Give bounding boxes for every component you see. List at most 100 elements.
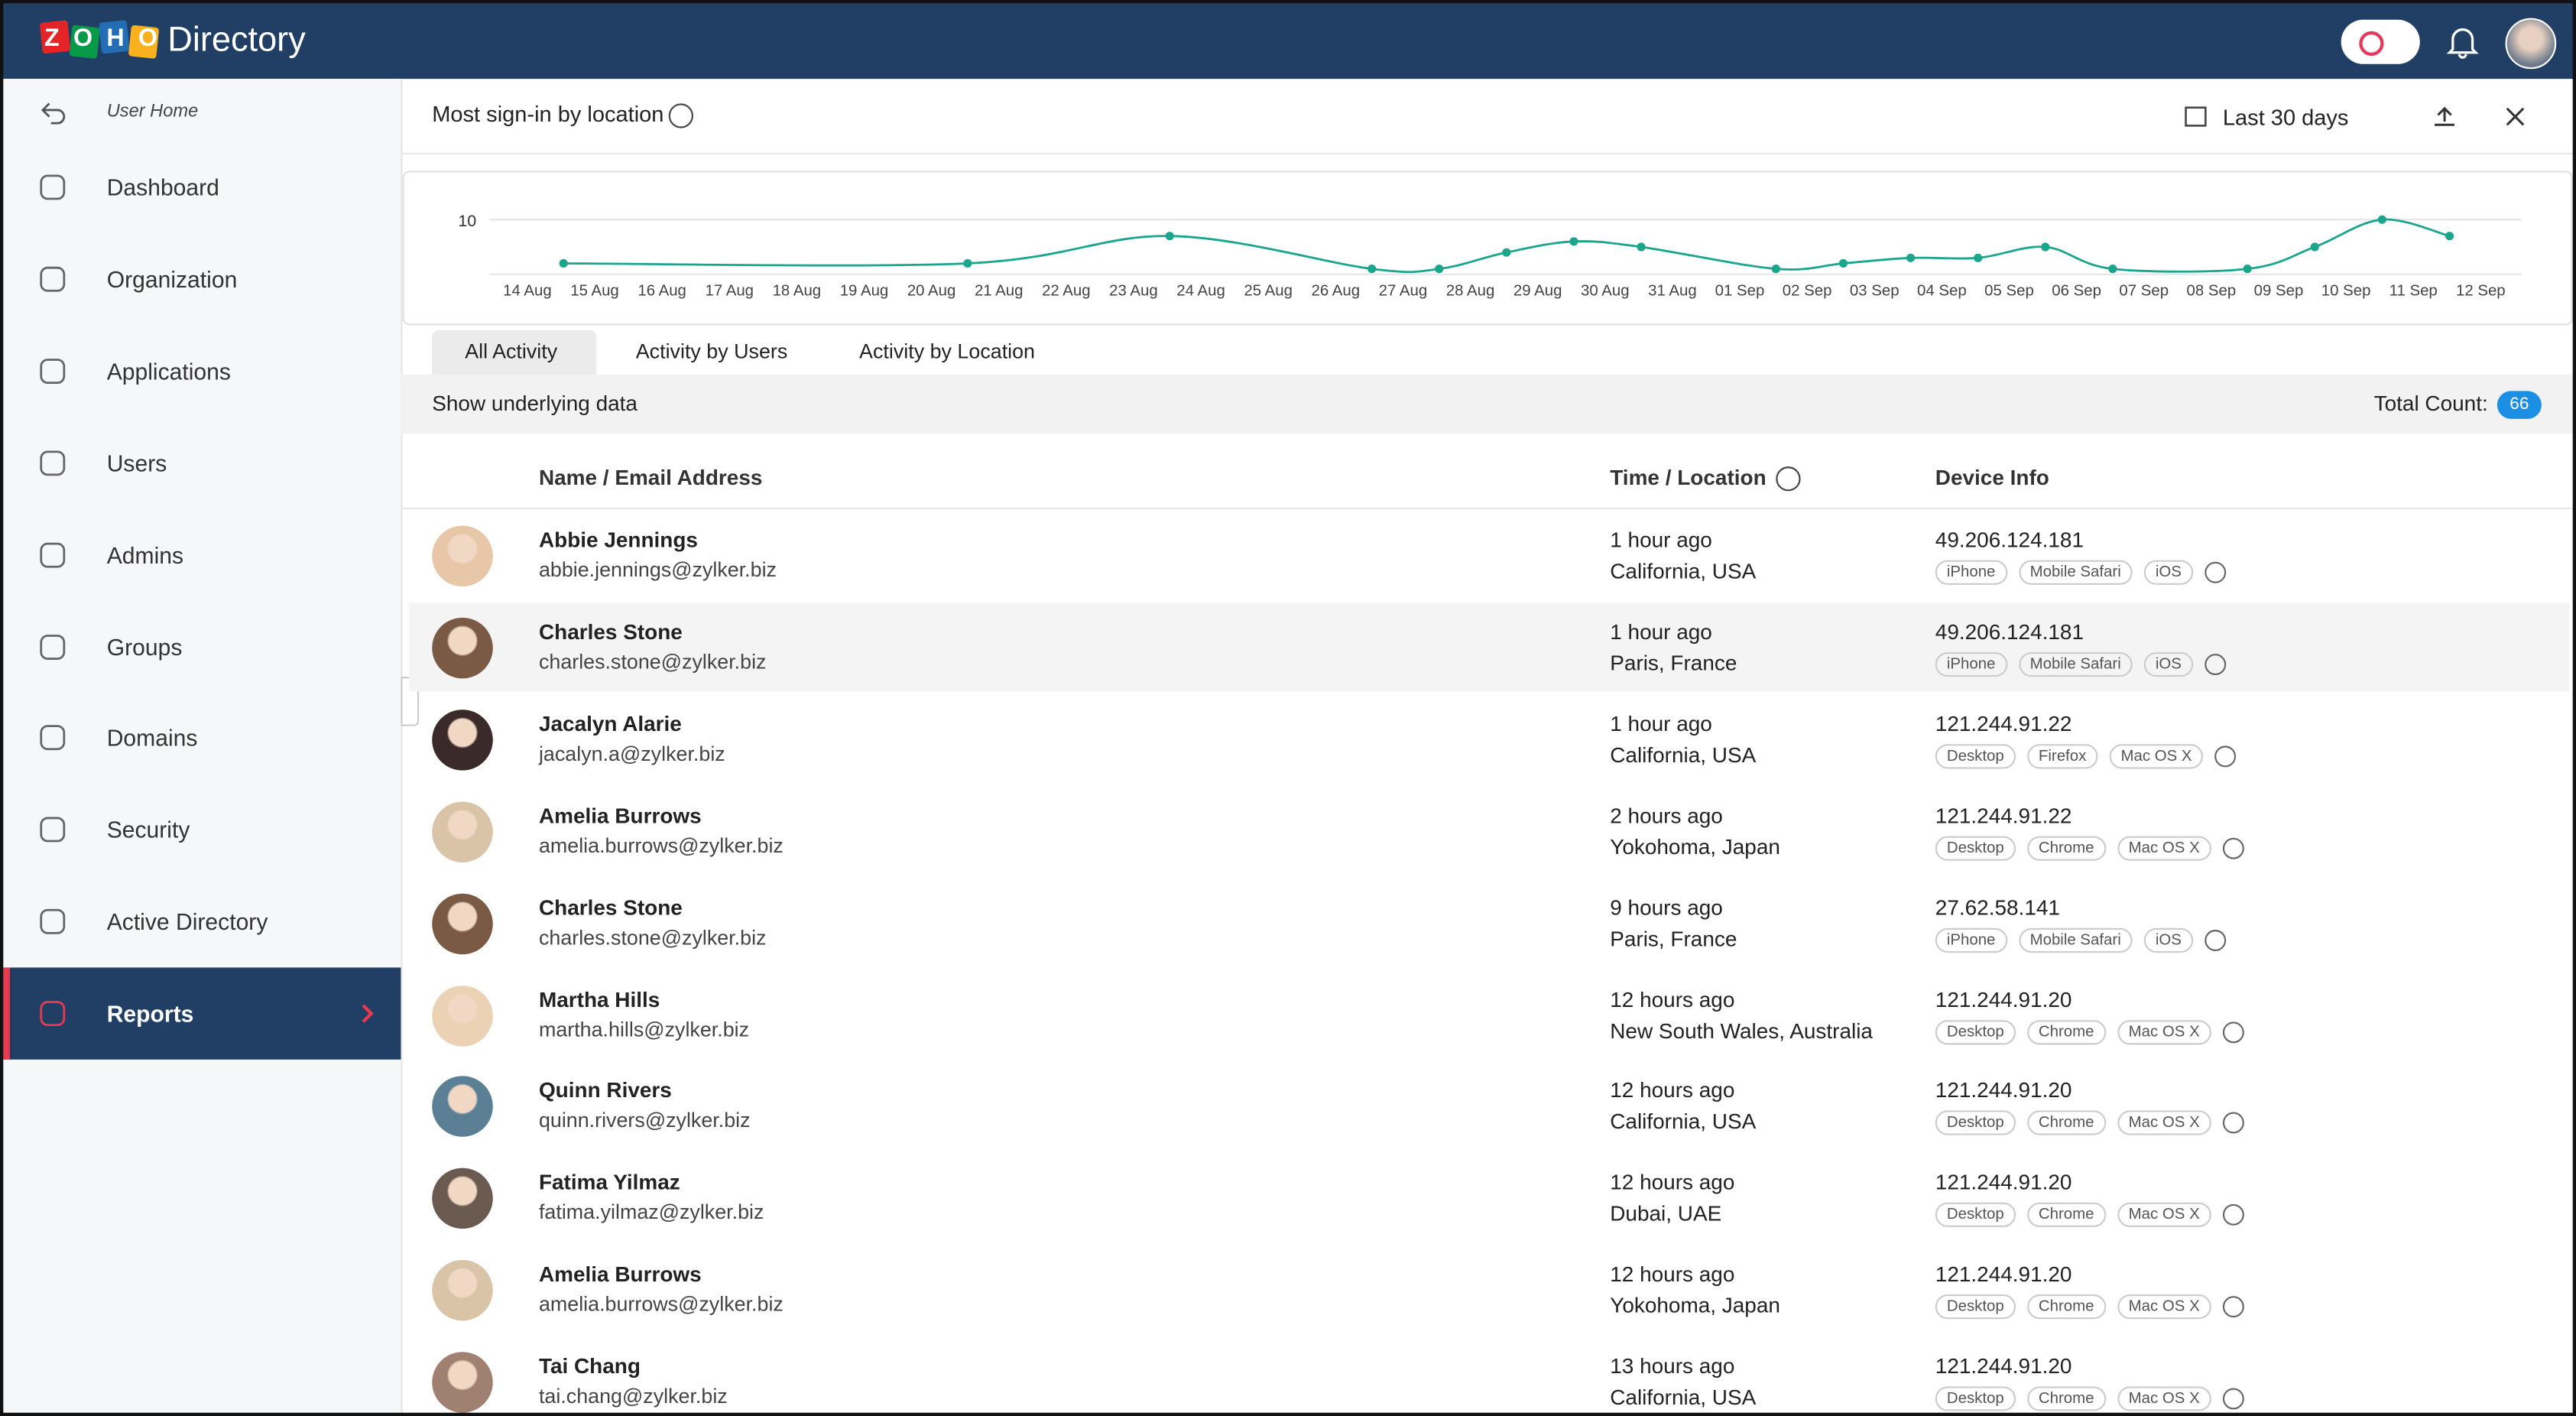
nav-item[interactable]: Applications [106,357,231,385]
tags: iPhone Mobile Safari iOS [1935,651,2226,677]
user-email: charles.stone@zylker.biz [538,650,767,674]
point [1435,265,1444,274]
user-name[interactable]: Fatima Yilmaz [538,1170,680,1195]
calendar-icon [2185,106,2207,127]
chart: 10 14 Aug 15 Aug 16 Aug 17 Aug 18 Aug 19 Aug 20… [458,212,2522,300]
point [1771,265,1780,274]
date-range[interactable]: Last 30 days [2222,105,2349,130]
user-name[interactable]: Charles Stone [538,895,683,920]
tags: Desktop Chrome Mac OS X [1935,1386,2244,1411]
column-header: Device Info [1935,465,2049,490]
x-tick-label: 31 Aug [1648,283,1697,300]
x-tick-label: 05 Sep [1984,283,2034,300]
header-divider [401,507,2576,510]
icon-shape [40,450,66,476]
help-icon[interactable] [2222,1021,2244,1043]
bell-icon [2446,28,2479,59]
summary-bar [401,374,2576,434]
tab[interactable]: Activity by Location [859,339,1036,363]
x-tick-label: 06 Sep [2052,283,2101,300]
icon-shape [40,909,66,935]
icon-shape [40,358,66,384]
help-icon[interactable] [2222,1296,2244,1318]
nav-icon [40,541,66,567]
user-email: abbie.jennings@zylker.biz [538,558,777,582]
sidebar [0,79,403,1416]
nav-item[interactable]: Security [106,817,190,843]
nav-icon [40,266,66,292]
user-name[interactable]: Abbie Jennings [538,527,698,552]
avatar [432,801,493,862]
location: California, USA [1610,1109,1757,1135]
help-icon[interactable] [2222,1204,2244,1226]
logo: ZOHO [44,24,172,53]
point [559,258,568,268]
x-tick-label: 15 Aug [570,283,619,300]
ip: 121.244.91.22 [1935,710,2072,736]
help-icon[interactable] [2222,1112,2244,1135]
back-icon [41,102,66,125]
x-tick-label: 27 Aug [1379,283,1428,300]
user-name[interactable]: Jacalyn Alarie [538,710,682,736]
point [2243,265,2252,274]
nav-item[interactable]: Groups [106,633,183,660]
icon-shape [40,1001,66,1027]
help-icon[interactable] [2205,561,2226,583]
avatar [432,1260,493,1321]
avatar [432,709,493,771]
row-highlight [409,602,2570,692]
help-icon[interactable] [2205,929,2226,951]
nav-item[interactable]: Dashboard [106,174,219,201]
device-tag: Desktop [1935,1386,2016,1411]
ip: 121.244.91.20 [1935,986,2072,1012]
location: California, USA [1610,742,1757,767]
user-name[interactable]: Amelia Burrows [538,1262,702,1287]
nav-item[interactable]: Organization [106,265,238,293]
point [1367,265,1377,274]
user-name[interactable]: Martha Hills [538,986,660,1012]
time: 2 hours ago [1610,802,1723,828]
device-tag: iOS [2143,560,2193,585]
user-home-link[interactable]: User Home [106,102,199,122]
nav-chevron [362,1004,374,1024]
help-icon[interactable] [2222,1388,2244,1410]
device-tag: iOS [2143,651,2193,677]
summary-label[interactable]: Show underlying data [432,391,638,416]
nav-item[interactable]: Users [106,450,167,476]
point [1165,232,1174,241]
product-name: Directory [167,21,306,60]
device-tag: Desktop [1935,743,2016,769]
nav-icon [40,726,66,751]
user-name[interactable]: Quinn Rivers [538,1078,672,1103]
nav-item[interactable]: Admins [106,541,184,568]
help-icon[interactable] [2205,653,2226,675]
tags: Desktop Chrome Mac OS X [1935,1111,2244,1136]
tab[interactable]: Activity by Users [635,339,788,363]
user-name[interactable]: Tai Chang [538,1353,641,1379]
x-tick-label: 29 Aug [1513,283,1562,300]
profile-avatar[interactable] [2505,18,2557,70]
nav-item[interactable]: Active Directory [106,908,268,935]
help-icon [668,103,693,128]
icon-shape [40,266,66,292]
help-icon[interactable] [2222,837,2244,859]
help-icon [1776,466,1801,492]
user-name[interactable]: Charles Stone [538,619,683,644]
device-tag: iPhone [1935,927,2007,953]
device-tag: Desktop [1935,835,2016,861]
nav-icon [40,358,66,384]
nav-icon [40,174,66,200]
ip: 49.206.124.181 [1935,527,2084,552]
help-icon[interactable] [2214,745,2237,767]
bell [2446,28,2479,59]
calendar [2185,106,2207,127]
x-tick-label: 12 Sep [2456,283,2506,300]
nav-item[interactable]: Domains [106,725,198,752]
nav-item[interactable]: Reports [106,1000,194,1028]
point [1502,248,1511,257]
user-name[interactable]: Amelia Burrows [538,802,702,828]
x-tick-label: 22 Aug [1042,283,1091,300]
tab[interactable]: All Activity [465,339,558,363]
x-tick-label: 21 Aug [975,283,1024,300]
